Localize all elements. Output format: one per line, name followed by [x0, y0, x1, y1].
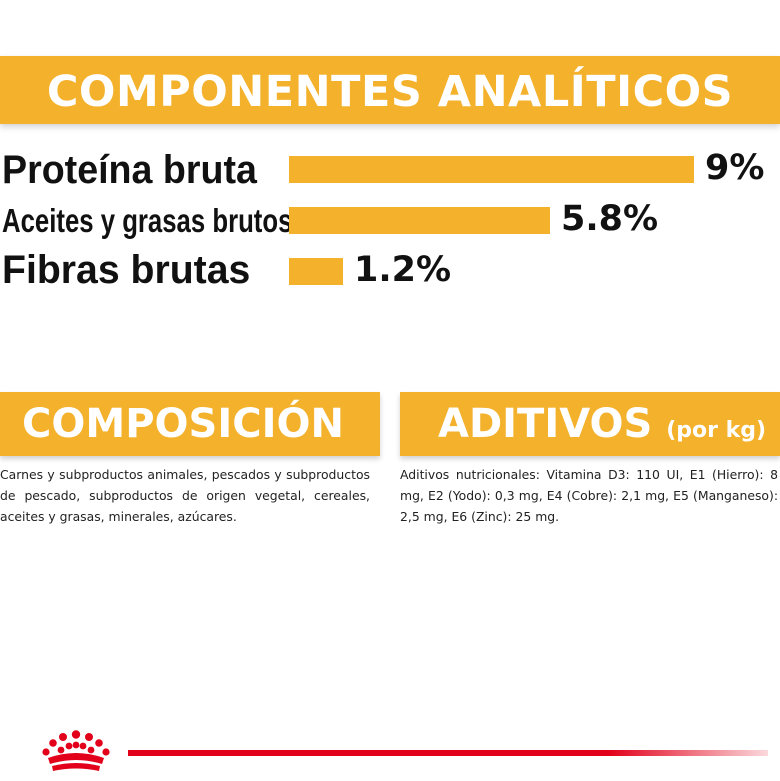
oils-fats-label: Aceites y grasas brutos — [2, 202, 293, 239]
analytic-title: COMPONENTES ANALÍTICOS — [46, 67, 734, 117]
additives-text: Aditivos nutricionales: Vitamina D3: 110… — [400, 467, 778, 524]
fibre-label: Fibras brutas — [2, 248, 251, 292]
oils-fats-bar — [289, 207, 550, 234]
fibre-bar — [289, 258, 343, 285]
analytic-banner — [0, 56, 780, 124]
fibre-value: 1.2% — [354, 250, 452, 290]
footer-brand-line — [128, 750, 768, 756]
additives-title: ADITIVOS — [438, 401, 653, 447]
composition-header — [0, 392, 380, 456]
oils-fats-value: 5.8% — [561, 199, 659, 239]
composition-title: COMPOSICIÓN — [22, 401, 344, 447]
additives-title-wrap: ADITIVOS (por kg) — [438, 398, 766, 457]
protein-bar — [289, 156, 694, 183]
protein-label: Proteína bruta — [2, 148, 257, 192]
additives-header — [400, 392, 780, 456]
royal-crown-icon — [36, 728, 120, 779]
additives-subtitle: (por kg) — [666, 418, 767, 443]
composition-text: Carnes y subproductos animales, pescados… — [0, 467, 370, 524]
protein-value: 9% — [705, 148, 765, 188]
